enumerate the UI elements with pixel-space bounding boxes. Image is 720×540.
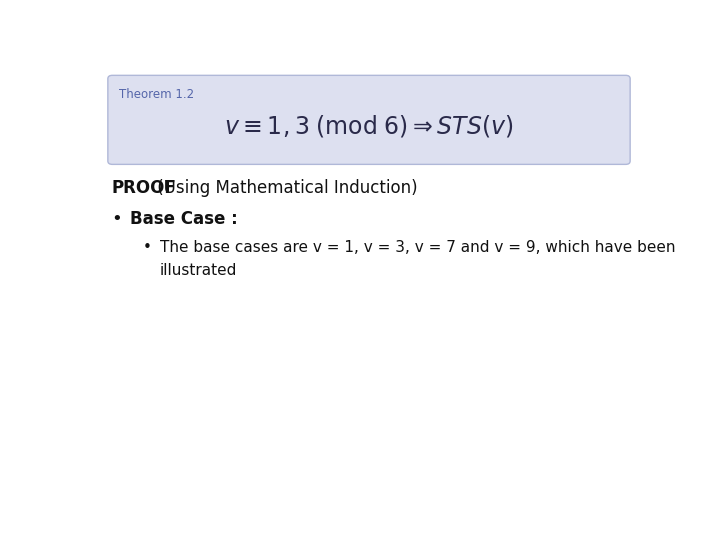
Text: $v \equiv 1, 3 \;(\mathrm{mod}\; 6) \Rightarrow STS(v)$: $v \equiv 1, 3 \;(\mathrm{mod}\; 6) \Rig… xyxy=(224,113,514,139)
FancyBboxPatch shape xyxy=(108,76,630,164)
Text: The base cases are v = 1, v = 3, v = 7 and v = 9, which have been
illustrated: The base cases are v = 1, v = 3, v = 7 a… xyxy=(160,240,675,278)
Text: Base Case :: Base Case : xyxy=(130,210,238,227)
Text: •: • xyxy=(143,240,152,255)
Text: (Using Mathematical Induction): (Using Mathematical Induction) xyxy=(152,179,418,197)
Text: Theorem 1.2: Theorem 1.2 xyxy=(120,88,194,101)
Text: PROOF: PROOF xyxy=(112,179,176,197)
Text: •: • xyxy=(112,210,122,227)
